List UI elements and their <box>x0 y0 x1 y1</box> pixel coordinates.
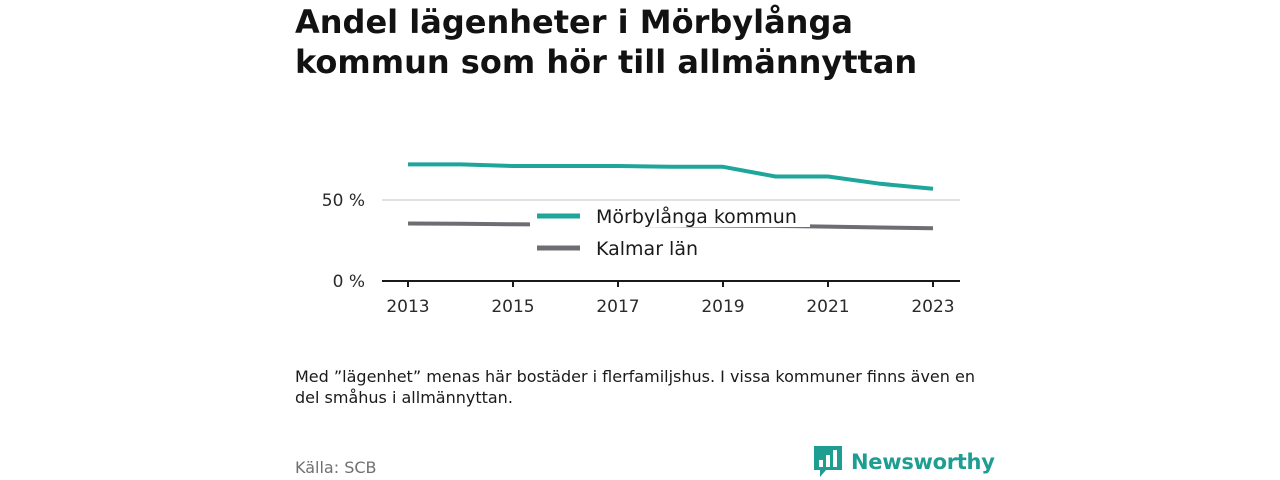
chart-title: Andel lägenheter i Mörbylånga kommun som… <box>295 3 918 81</box>
brand-name: Newsworthy <box>851 450 995 474</box>
axes: 0 % 50 % 2013 2015 2017 2019 2021 2023 <box>322 191 960 317</box>
legend: Mörbylånga kommun Kalmar län <box>530 203 810 260</box>
source-label: Källa: SCB <box>295 458 377 477</box>
series-line-morbylanga <box>408 162 934 191</box>
y-tick-label: 0 % <box>333 272 365 292</box>
x-tick-label: 2021 <box>806 297 849 317</box>
x-tick-label: 2023 <box>911 297 954 317</box>
x-tick-label: 2013 <box>386 297 429 317</box>
footnote: Med ”lägenhet” menas här bostäder i fler… <box>295 367 975 407</box>
legend-label: Kalmar län <box>596 238 698 260</box>
legend-label: Mörbylånga kommun <box>596 205 797 228</box>
x-tick-label: 2017 <box>596 297 639 317</box>
x-tick-label: 2015 <box>491 297 534 317</box>
x-tick-label: 2019 <box>701 297 744 317</box>
y-tick-label: 50 % <box>322 191 365 211</box>
bar-chart-icon <box>814 446 842 477</box>
newsworthy-logo: Newsworthy <box>814 446 995 478</box>
